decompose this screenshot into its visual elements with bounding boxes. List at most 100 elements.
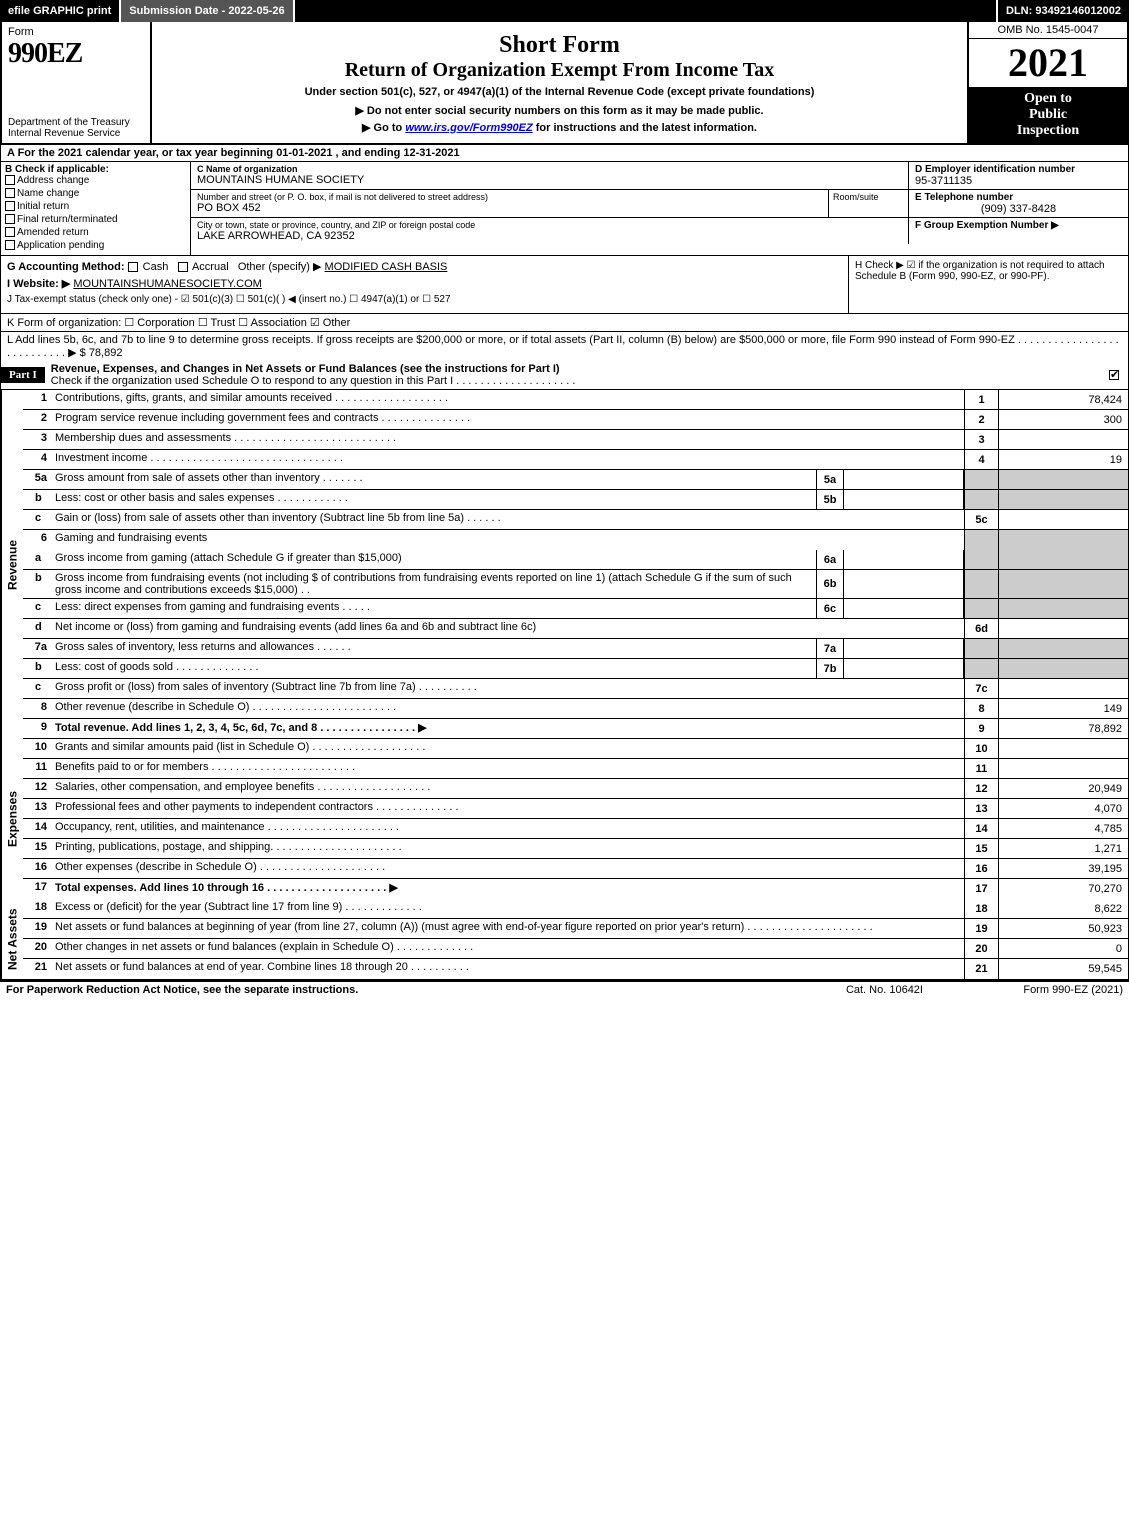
section-e: E Telephone number (909) 337-8428 — [908, 190, 1128, 217]
department: Department of the Treasury Internal Reve… — [8, 117, 144, 139]
short-form-title: Short Form — [160, 32, 959, 59]
section-b: B Check if applicable: Address change Na… — [1, 162, 191, 255]
group-exemption-label: F Group Exemption Number ▶ — [915, 220, 1122, 231]
ein-value: 95-3711135 — [915, 175, 1122, 187]
table-row: bGross income from fundraising events (n… — [23, 570, 1128, 599]
cb-initial-return[interactable]: Initial return — [5, 201, 186, 212]
header-right: OMB No. 1545-0047 2021 Open to Public In… — [967, 22, 1127, 143]
table-row: 17Total expenses. Add lines 10 through 1… — [23, 879, 1128, 899]
tax-year: 2021 — [969, 39, 1127, 87]
table-row: 13Professional fees and other payments t… — [23, 799, 1128, 819]
form-number: 990EZ — [8, 38, 144, 70]
section-c-name: C Name of organization MOUNTAINS HUMANE … — [191, 162, 908, 189]
cb-application-pending[interactable]: Application pending — [5, 240, 186, 251]
return-title: Return of Organization Exempt From Incom… — [160, 59, 959, 82]
table-row: 19Net assets or fund balances at beginni… — [23, 919, 1128, 939]
table-row: 10Grants and similar amounts paid (list … — [23, 739, 1128, 759]
gi-left: G Accounting Method: Cash Accrual Other … — [1, 256, 848, 313]
table-row: 12Salaries, other compensation, and empl… — [23, 779, 1128, 799]
header-left: Form 990EZ Department of the Treasury In… — [2, 22, 152, 143]
revenue-tab: Revenue — [1, 390, 23, 739]
form-label: Form — [8, 26, 144, 38]
website-label: I Website: ▶ — [7, 278, 70, 290]
part-i-label: Part I — [1, 367, 45, 383]
section-f: F Group Exemption Number ▶ — [908, 218, 1128, 244]
block-b-through-f: B Check if applicable: Address change Na… — [0, 162, 1129, 255]
table-row: 20Other changes in net assets or fund ba… — [23, 939, 1128, 959]
table-row: 11Benefits paid to or for members . . . … — [23, 759, 1128, 779]
table-row: cGross profit or (loss) from sales of in… — [23, 679, 1128, 699]
table-row: 18Excess or (deficit) for the year (Subt… — [23, 899, 1128, 919]
revenue-table: 1Contributions, gifts, grants, and simil… — [23, 390, 1128, 739]
ein-label: D Employer identification number — [915, 164, 1122, 175]
city: City or town, state or province, country… — [191, 218, 908, 244]
goto-link[interactable]: www.irs.gov/Form990EZ — [405, 122, 532, 134]
city-value: LAKE ARROWHEAD, CA 92352 — [197, 230, 902, 242]
table-row: cGain or (loss) from sale of assets othe… — [23, 510, 1128, 530]
cb-address-change[interactable]: Address change — [5, 175, 186, 186]
street: Number and street (or P. O. box, if mail… — [191, 190, 828, 217]
line-l: L Add lines 5b, 6c, and 7b to line 9 to … — [0, 331, 1129, 361]
table-row: 16Other expenses (describe in Schedule O… — [23, 859, 1128, 879]
revenue-section: Revenue 1Contributions, gifts, grants, a… — [0, 390, 1129, 739]
accounting-other: MODIFIED CASH BASIS — [325, 261, 448, 273]
block-g-h-i-j: G Accounting Method: Cash Accrual Other … — [0, 255, 1129, 313]
cb-amended-return[interactable]: Amended return — [5, 227, 186, 238]
city-label: City or town, state or province, country… — [197, 220, 902, 230]
table-row: 4Investment income . . . . . . . . . . .… — [23, 450, 1128, 470]
table-row: 8Other revenue (describe in Schedule O) … — [23, 699, 1128, 719]
line-g: G Accounting Method: Cash Accrual Other … — [7, 260, 842, 273]
telephone-label: E Telephone number — [915, 192, 1122, 203]
other-label: Other (specify) ▶ — [238, 261, 322, 273]
expenses-table: 10Grants and similar amounts paid (list … — [23, 739, 1128, 899]
efile-label: efile GRAPHIC print — [0, 0, 121, 22]
donot-enter: ▶ Do not enter social security numbers o… — [160, 104, 959, 117]
table-row: 7aGross sales of inventory, less returns… — [23, 639, 1128, 659]
table-row: bLess: cost of goods sold . . . . . . . … — [23, 659, 1128, 679]
street-label: Number and street (or P. O. box, if mail… — [197, 192, 822, 202]
line-i: I Website: ▶ MOUNTAINSHUMANESOCIETY.COM — [7, 277, 842, 290]
telephone-value: (909) 337-8428 — [915, 203, 1122, 215]
table-row: aGross income from gaming (attach Schedu… — [23, 550, 1128, 570]
line-a: A For the 2021 calendar year, or tax yea… — [0, 145, 1129, 162]
cb-accrual[interactable] — [178, 262, 188, 272]
topbar-spacer — [295, 0, 998, 22]
table-row: 9Total revenue. Add lines 1, 2, 3, 4, 5c… — [23, 719, 1128, 739]
row-c-d: C Name of organization MOUNTAINS HUMANE … — [191, 162, 1128, 190]
netassets-tab: Net Assets — [1, 899, 23, 979]
expenses-tab: Expenses — [1, 739, 23, 899]
under-section: Under section 501(c), 527, or 4947(a)(1)… — [160, 86, 959, 98]
line-h: H Check ▶ ☑ if the organization is not r… — [848, 256, 1128, 313]
open-to-public: Open to Public Inspection — [969, 87, 1127, 143]
cb-cash[interactable] — [128, 262, 138, 272]
street-value: PO BOX 452 — [197, 202, 822, 214]
header-middle: Short Form Return of Organization Exempt… — [152, 22, 967, 143]
org-name-label: C Name of organization — [197, 164, 902, 174]
table-row: 3Membership dues and assessments . . . .… — [23, 430, 1128, 450]
netassets-table: 18Excess or (deficit) for the year (Subt… — [23, 899, 1128, 979]
part-i-title: Revenue, Expenses, and Changes in Net As… — [45, 361, 1102, 389]
omb-number: OMB No. 1545-0047 — [969, 22, 1127, 39]
line-j: J Tax-exempt status (check only one) - ☑… — [7, 294, 842, 305]
row-street-e: Number and street (or P. O. box, if mail… — [191, 190, 1128, 218]
section-c-through-f: C Name of organization MOUNTAINS HUMANE … — [191, 162, 1128, 255]
website-value: MOUNTAINSHUMANESOCIETY.COM — [73, 278, 261, 290]
netassets-section: Net Assets 18Excess or (deficit) for the… — [0, 899, 1129, 980]
org-name: MOUNTAINS HUMANE SOCIETY — [197, 174, 902, 186]
table-row: 6Gaming and fundraising events — [23, 530, 1128, 550]
table-row: bLess: cost or other basis and sales exp… — [23, 490, 1128, 510]
expenses-section: Expenses 10Grants and similar amounts pa… — [0, 739, 1129, 899]
row-city-f: City or town, state or province, country… — [191, 218, 1128, 244]
room-suite: Room/suite — [828, 190, 908, 217]
goto-post: for instructions and the latest informat… — [533, 122, 757, 134]
part-i-checkbox[interactable] — [1102, 369, 1128, 381]
cb-name-change[interactable]: Name change — [5, 188, 186, 199]
cb-final-return[interactable]: Final return/terminated — [5, 214, 186, 225]
page-footer: For Paperwork Reduction Act Notice, see … — [0, 980, 1129, 998]
table-row: 15Printing, publications, postage, and s… — [23, 839, 1128, 859]
table-row: 1Contributions, gifts, grants, and simil… — [23, 390, 1128, 410]
section-d: D Employer identification number 95-3711… — [908, 162, 1128, 189]
section-b-label: B Check if applicable: — [5, 164, 186, 175]
line-g-pre: G Accounting Method: — [7, 261, 128, 273]
part-i-checkline: Check if the organization used Schedule … — [51, 375, 576, 387]
